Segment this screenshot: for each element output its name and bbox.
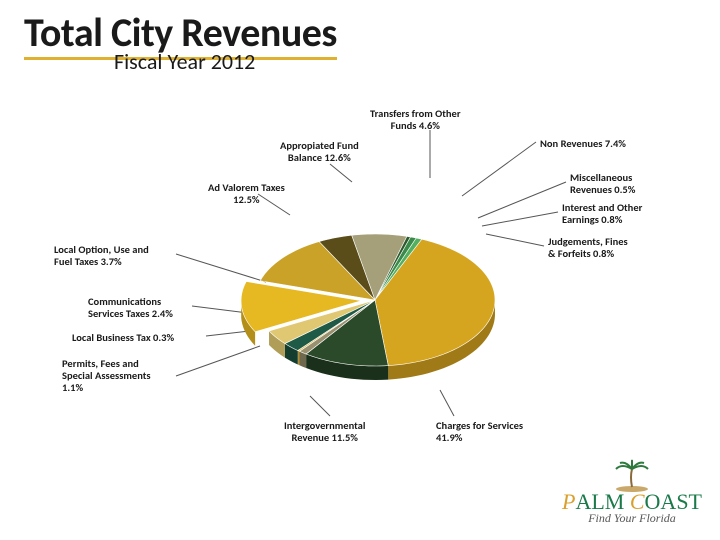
- slice-label: Judgements, Fines& Forfeits 0.8%: [548, 236, 628, 260]
- slice-label: CommunicationsServices Taxes 2.4%: [88, 296, 173, 320]
- leader-line: [310, 396, 330, 416]
- slice-label: Local Business Tax 0.3%: [72, 332, 174, 344]
- leader-line: [486, 234, 544, 246]
- slice-label: Local Option, Use andFuel Taxes 3.7%: [54, 244, 149, 268]
- slice-label: Transfers from OtherFunds 4.6%: [370, 108, 461, 132]
- leader-line: [176, 254, 266, 282]
- leader-line: [482, 212, 558, 226]
- slice-label: Permits, Fees andSpecial Assessments1.1%: [62, 358, 151, 394]
- leader-line: [330, 164, 352, 182]
- leader-line: [176, 346, 260, 376]
- pie-slice-side: [298, 351, 300, 366]
- leader-line: [440, 390, 454, 416]
- slice-label: Interest and OtherEarnings 0.8%: [562, 202, 642, 226]
- leader-line: [462, 142, 536, 196]
- palm-tree-icon: [612, 459, 652, 493]
- slice-label: Ad Valorem Taxes12.5%: [208, 182, 285, 206]
- slice-label: MiscellaneousRevenues 0.5%: [570, 172, 635, 196]
- slice-label: Charges for Services41.9%: [436, 420, 523, 444]
- slice-label: IntergovernmentalRevenue 11.5%: [284, 420, 365, 444]
- slice-label: Non Revenues 7.4%: [540, 138, 626, 150]
- footer-brand-logo: PALM COAST Find Your Florida: [562, 459, 702, 526]
- slice-label: Appropiated FundBalance 12.6%: [280, 140, 359, 164]
